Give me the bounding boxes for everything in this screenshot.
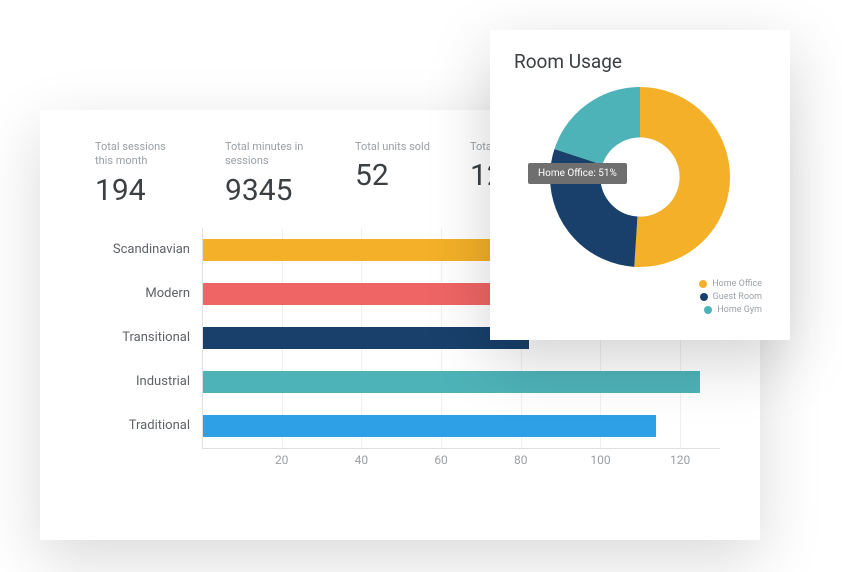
legend-item: Home Office (699, 279, 762, 289)
stat-units: Total units sold 52 (355, 140, 430, 208)
bar-fill (203, 415, 656, 437)
bar-label: Industrial (80, 374, 202, 389)
bar-label: Scandinavian (80, 242, 202, 257)
donut-title: Room Usage (514, 50, 768, 73)
legend-item: Guest Room (700, 292, 762, 302)
bar-row: Traditional (80, 404, 720, 448)
bar-fill (203, 239, 513, 261)
axis-tick: 60 (434, 453, 448, 467)
stat-sessions: Total sessions this month 194 (95, 140, 185, 208)
axis-tick: 100 (590, 453, 610, 467)
axis-tick: 80 (514, 453, 528, 467)
bar-row: Industrial (80, 360, 720, 404)
bar-fill (203, 327, 529, 349)
axis-tick: 40 (355, 453, 369, 467)
legend-dot (704, 306, 712, 314)
x-axis: 20 40 60 80 100 120 (80, 448, 720, 478)
stat-value: 9345 (225, 173, 315, 208)
bar-track (202, 404, 720, 448)
legend-item: Home Gym (704, 305, 762, 315)
stat-label: Total units sold (355, 140, 430, 154)
legend-dot (699, 280, 707, 288)
legend-dot (700, 293, 708, 301)
donut-chart: Home Office: 51% (550, 87, 730, 267)
legend-label: Home Gym (717, 305, 762, 315)
axis-tick: 120 (670, 453, 690, 467)
bar-track (202, 360, 720, 404)
legend-label: Guest Room (713, 292, 762, 302)
bar-label: Traditional (80, 418, 202, 433)
legend-label: Home Office (712, 279, 762, 289)
stat-label: Total sessions this month (95, 140, 185, 169)
room-usage-card: Room Usage Home Office: 51% Home Office G… (490, 30, 790, 340)
donut-legend: Home Office Guest Room Home Gym (512, 279, 768, 315)
stat-label: Total minutes in sessions (225, 140, 315, 169)
bar-label: Modern (80, 286, 202, 301)
stat-minutes: Total minutes in sessions 9345 (225, 140, 315, 208)
bar-fill (203, 371, 700, 393)
bar-label: Transitional (80, 330, 202, 345)
donut-tooltip: Home Office: 51% (528, 163, 627, 184)
axis-tick: 20 (275, 453, 289, 467)
stat-value: 194 (95, 173, 185, 208)
stat-value: 52 (355, 158, 430, 193)
